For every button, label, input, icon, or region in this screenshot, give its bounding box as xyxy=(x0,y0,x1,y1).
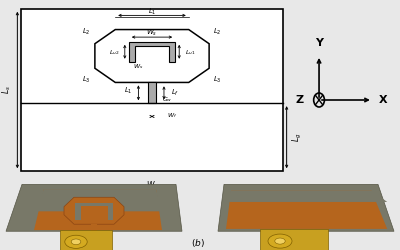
Circle shape xyxy=(65,235,87,248)
Text: $L_1$: $L_1$ xyxy=(124,86,133,96)
Text: $L_1$: $L_1$ xyxy=(148,6,156,17)
Polygon shape xyxy=(34,189,162,230)
Text: Y: Y xyxy=(315,38,323,48)
Polygon shape xyxy=(6,184,182,231)
Text: $L_3$: $L_3$ xyxy=(82,74,91,85)
Polygon shape xyxy=(60,230,112,250)
Text: $W_s$: $W_s$ xyxy=(146,28,158,38)
Polygon shape xyxy=(75,203,113,220)
Text: $W_s$: $W_s$ xyxy=(133,62,144,72)
Text: $G_w$: $G_w$ xyxy=(162,94,172,104)
Polygon shape xyxy=(226,190,387,202)
Text: $(a)$: $(a)$ xyxy=(145,190,159,202)
Text: $L_s$: $L_s$ xyxy=(1,86,13,94)
Circle shape xyxy=(275,238,285,244)
Circle shape xyxy=(71,239,81,244)
Text: $L_3$: $L_3$ xyxy=(213,74,222,85)
Text: $L_2$: $L_2$ xyxy=(213,27,222,38)
Text: $W_f$: $W_f$ xyxy=(167,111,177,120)
Text: $(b)$: $(b)$ xyxy=(191,237,205,249)
Polygon shape xyxy=(95,30,209,82)
Text: $L_g$: $L_g$ xyxy=(291,132,304,142)
Text: X: X xyxy=(378,95,387,105)
Text: $L_f$: $L_f$ xyxy=(171,88,179,98)
Text: Z: Z xyxy=(296,95,304,105)
Circle shape xyxy=(268,234,292,248)
Polygon shape xyxy=(129,42,175,62)
Polygon shape xyxy=(218,184,394,231)
Bar xyxy=(91,224,97,232)
Text: $L_2$: $L_2$ xyxy=(82,27,91,38)
Polygon shape xyxy=(64,197,124,224)
Text: $L_{u1}$: $L_{u1}$ xyxy=(185,48,195,57)
Polygon shape xyxy=(226,190,387,229)
Text: $L_{u2}$: $L_{u2}$ xyxy=(109,48,119,57)
Polygon shape xyxy=(34,189,162,211)
Text: $W_b$: $W_b$ xyxy=(146,179,158,192)
Bar xyxy=(148,82,156,103)
Polygon shape xyxy=(260,230,328,250)
